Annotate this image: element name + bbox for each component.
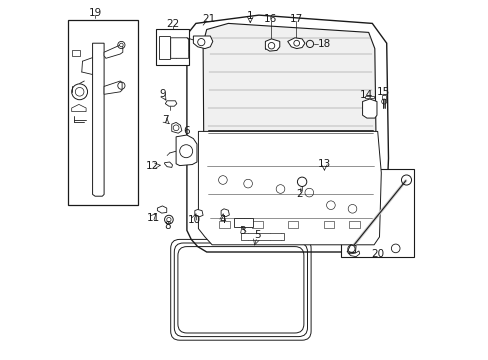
- Bar: [340, 169, 413, 257]
- Text: 8: 8: [164, 221, 170, 231]
- Bar: [233, 218, 253, 227]
- Circle shape: [120, 43, 123, 47]
- Bar: [159, 36, 170, 59]
- Polygon shape: [157, 206, 166, 213]
- Bar: [251, 221, 262, 228]
- Polygon shape: [265, 39, 279, 51]
- Text: 14: 14: [359, 90, 372, 100]
- Text: 15: 15: [376, 87, 389, 97]
- Text: 9: 9: [159, 89, 165, 99]
- Bar: [156, 29, 188, 65]
- Circle shape: [166, 217, 171, 222]
- Text: 22: 22: [165, 19, 179, 29]
- Bar: [348, 221, 359, 228]
- Polygon shape: [164, 162, 172, 167]
- Polygon shape: [176, 135, 197, 166]
- Bar: [68, 20, 138, 205]
- Polygon shape: [92, 43, 104, 196]
- Bar: [219, 221, 230, 228]
- Polygon shape: [193, 36, 212, 49]
- Polygon shape: [221, 209, 229, 217]
- Text: 12: 12: [146, 161, 159, 171]
- Polygon shape: [362, 99, 376, 118]
- Text: 3: 3: [239, 226, 245, 236]
- Text: 2: 2: [296, 189, 302, 199]
- Polygon shape: [186, 15, 387, 252]
- Bar: [381, 95, 386, 99]
- Polygon shape: [171, 122, 182, 133]
- Polygon shape: [165, 101, 177, 106]
- Text: 13: 13: [317, 159, 330, 169]
- Text: 10: 10: [187, 215, 200, 225]
- Text: 7: 7: [162, 114, 168, 125]
- Bar: [365, 96, 374, 98]
- Polygon shape: [203, 23, 375, 225]
- Text: 4: 4: [219, 215, 226, 225]
- Polygon shape: [104, 45, 122, 58]
- Text: 19: 19: [88, 8, 102, 18]
- Text: 17: 17: [289, 14, 302, 24]
- Polygon shape: [347, 251, 359, 257]
- Text: 20: 20: [370, 249, 384, 259]
- Text: 6: 6: [183, 126, 190, 136]
- Polygon shape: [198, 131, 381, 245]
- Bar: [287, 221, 298, 228]
- Bar: [323, 221, 334, 228]
- Polygon shape: [346, 245, 355, 253]
- Text: 5: 5: [253, 230, 260, 240]
- Polygon shape: [104, 81, 122, 94]
- Polygon shape: [72, 104, 86, 112]
- Polygon shape: [287, 38, 305, 49]
- Polygon shape: [72, 50, 80, 56]
- Polygon shape: [170, 38, 188, 58]
- Text: 18: 18: [317, 39, 330, 49]
- Text: 11: 11: [147, 213, 160, 223]
- Text: 1: 1: [246, 11, 253, 21]
- Text: 16: 16: [264, 14, 277, 24]
- Text: 21: 21: [202, 14, 215, 24]
- Polygon shape: [194, 210, 203, 217]
- Bar: [241, 233, 284, 240]
